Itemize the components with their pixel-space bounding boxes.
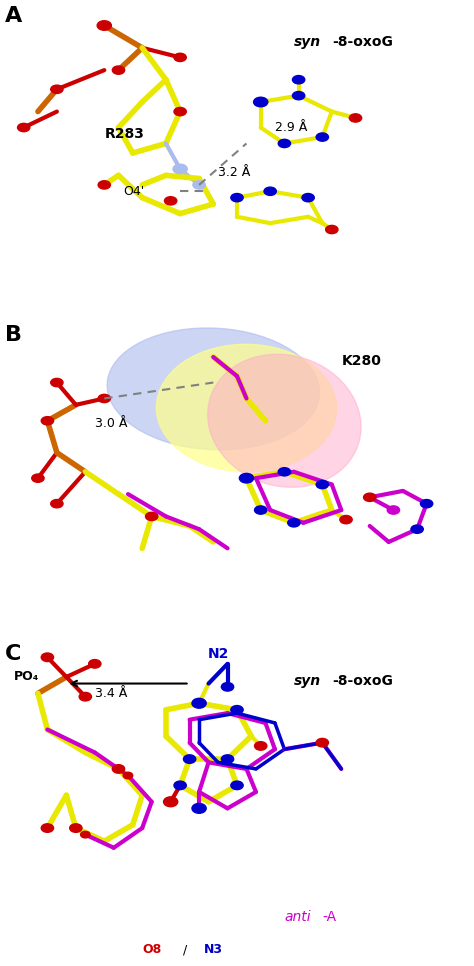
Text: -8-oxoG: -8-oxoG	[332, 35, 392, 49]
Text: 3.0 Å: 3.0 Å	[95, 417, 128, 431]
Circle shape	[164, 197, 177, 205]
Circle shape	[89, 660, 101, 668]
Ellipse shape	[208, 355, 361, 487]
Circle shape	[302, 193, 314, 202]
Circle shape	[70, 824, 82, 833]
Text: O4': O4'	[123, 185, 145, 198]
Circle shape	[174, 107, 186, 116]
Circle shape	[387, 506, 400, 514]
Circle shape	[340, 516, 352, 524]
Circle shape	[174, 53, 186, 62]
Circle shape	[192, 804, 206, 813]
Circle shape	[420, 499, 433, 508]
Text: anti: anti	[284, 910, 311, 923]
Text: /: /	[183, 943, 187, 956]
Text: syn: syn	[294, 35, 321, 49]
Circle shape	[146, 512, 158, 521]
Circle shape	[51, 499, 63, 508]
Circle shape	[98, 394, 110, 403]
Circle shape	[278, 468, 291, 476]
Circle shape	[164, 797, 178, 807]
Circle shape	[288, 519, 300, 526]
Circle shape	[316, 480, 328, 489]
Circle shape	[79, 693, 91, 701]
Circle shape	[192, 698, 206, 708]
Circle shape	[41, 416, 54, 425]
Circle shape	[32, 474, 44, 482]
Circle shape	[316, 738, 328, 747]
Text: -A: -A	[322, 910, 337, 923]
Circle shape	[254, 98, 268, 107]
Text: syn: syn	[294, 673, 321, 688]
Text: 3.2 Å: 3.2 Å	[218, 165, 250, 179]
Ellipse shape	[156, 344, 337, 471]
Circle shape	[98, 181, 110, 189]
Circle shape	[123, 772, 133, 779]
Circle shape	[292, 92, 305, 99]
Circle shape	[173, 164, 187, 174]
Circle shape	[292, 75, 305, 84]
Circle shape	[97, 20, 111, 30]
Ellipse shape	[107, 328, 319, 450]
Text: O8: O8	[142, 943, 161, 956]
Circle shape	[81, 832, 90, 838]
Circle shape	[183, 754, 196, 763]
Circle shape	[193, 181, 205, 189]
Circle shape	[316, 133, 328, 141]
Text: 2.9 Å: 2.9 Å	[275, 121, 307, 134]
Text: R283: R283	[104, 127, 144, 141]
Text: N2: N2	[207, 647, 229, 662]
Circle shape	[112, 765, 125, 773]
Circle shape	[231, 781, 243, 789]
Circle shape	[264, 187, 276, 195]
Text: PO₄: PO₄	[14, 670, 39, 684]
Circle shape	[326, 225, 338, 234]
Text: A: A	[5, 7, 22, 26]
Text: -8-oxoG: -8-oxoG	[332, 673, 392, 688]
Circle shape	[112, 66, 125, 74]
Circle shape	[41, 653, 54, 662]
Circle shape	[41, 824, 54, 833]
Circle shape	[174, 781, 186, 789]
Circle shape	[255, 742, 267, 751]
Circle shape	[239, 473, 254, 483]
Circle shape	[349, 114, 362, 122]
Circle shape	[411, 526, 423, 533]
Circle shape	[231, 705, 243, 714]
Circle shape	[255, 506, 267, 514]
Circle shape	[221, 683, 234, 691]
Circle shape	[51, 85, 63, 94]
Circle shape	[278, 139, 291, 148]
Text: N3: N3	[204, 943, 223, 956]
Circle shape	[51, 379, 63, 386]
Circle shape	[221, 754, 234, 763]
Text: K280: K280	[341, 354, 381, 368]
Circle shape	[364, 494, 376, 501]
Text: B: B	[5, 326, 22, 345]
Text: 3.4 Å: 3.4 Å	[95, 687, 127, 700]
Circle shape	[231, 193, 243, 202]
Circle shape	[18, 124, 30, 131]
Text: C: C	[5, 644, 21, 665]
